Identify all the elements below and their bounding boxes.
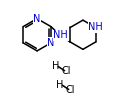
Text: NH: NH xyxy=(88,22,103,32)
Text: NH: NH xyxy=(53,30,68,40)
Text: H: H xyxy=(56,80,64,90)
Text: Cl: Cl xyxy=(62,66,71,76)
Text: H: H xyxy=(52,61,60,71)
Text: N: N xyxy=(33,14,41,24)
Text: Cl: Cl xyxy=(66,85,75,95)
Text: N: N xyxy=(47,38,55,48)
